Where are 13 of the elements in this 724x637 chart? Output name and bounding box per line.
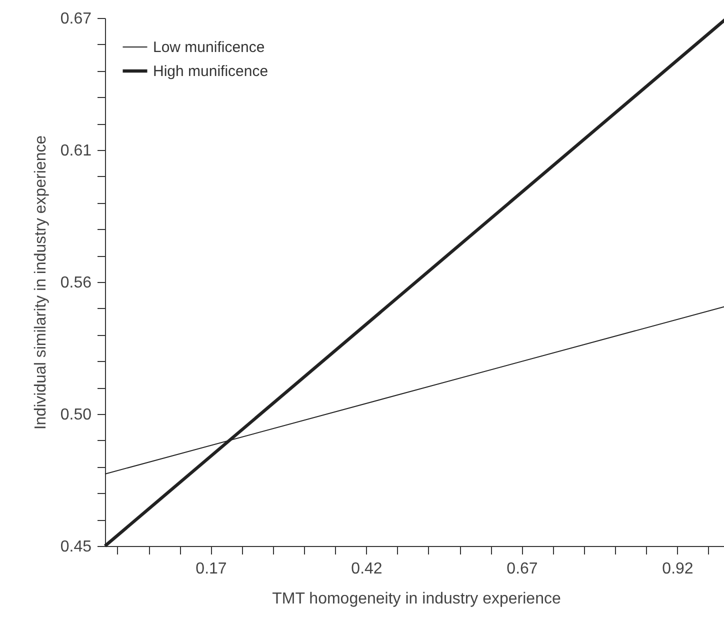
y-tick-label: 0.56	[60, 274, 92, 292]
x-tick-label: 0.67	[506, 560, 538, 578]
y-tick-label: 0.61	[60, 142, 92, 160]
y-axis-title: Individual similarity in industry experience	[32, 135, 50, 430]
x-axis-title: TMT homogeneity in industry experience	[272, 590, 561, 608]
legend-label: High munificence	[153, 63, 268, 80]
y-tick-label: 0.50	[60, 406, 92, 424]
legend-label: Low munificence	[153, 39, 265, 56]
y-tick-label: 0.45	[60, 538, 92, 556]
y-tick-label: 0.67	[60, 10, 92, 28]
x-tick-label: 0.17	[196, 560, 227, 578]
x-tick-label: 0.42	[351, 560, 382, 578]
x-tick-label: 0.92	[662, 560, 694, 578]
